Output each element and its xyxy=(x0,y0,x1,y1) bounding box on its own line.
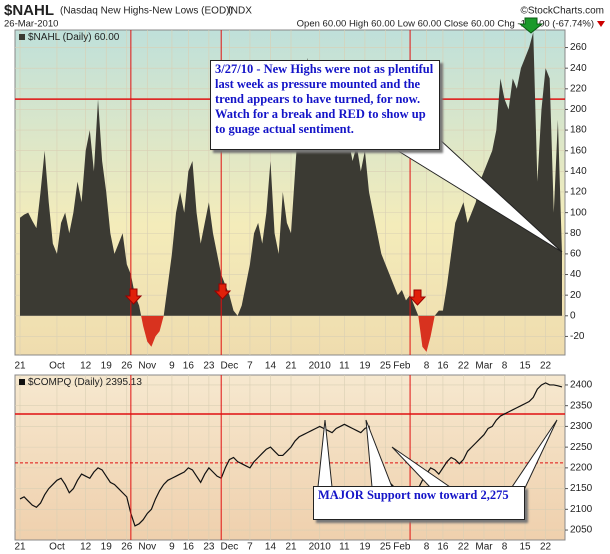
x-tick-label: 16 xyxy=(183,542,195,553)
x-tick-label: Oct xyxy=(49,361,65,372)
legend-label: $NAHL (Daily) 60.00 xyxy=(28,32,120,43)
legend-swatch xyxy=(19,379,25,385)
annotation: MAJOR Support now toward 2,275 xyxy=(313,486,525,520)
signal-arrows xyxy=(124,283,427,306)
y-tick-label: 2150 xyxy=(570,483,593,494)
x-tick-label: 14 xyxy=(265,542,277,553)
x-tick-label: 19 xyxy=(101,542,113,553)
x-tick-label: 11 xyxy=(339,361,350,372)
x-tick-label: 22 xyxy=(458,542,470,553)
x-tick-label: 23 xyxy=(203,361,215,372)
y-tick-label: 140 xyxy=(570,166,587,177)
y-tick-label: 260 xyxy=(570,42,587,53)
y-tick-label: 2400 xyxy=(570,380,593,391)
x-tick-label: Feb xyxy=(393,542,411,553)
x-tick-label: 22 xyxy=(540,542,552,553)
x-tick-label: 16 xyxy=(437,542,449,553)
x-tick-label: 21 xyxy=(14,361,26,372)
y-tick-label: 200 xyxy=(570,104,587,115)
y-tick-label: 100 xyxy=(570,207,587,218)
x-tick-label: Mar xyxy=(475,542,493,553)
quote: Open 60.00 High 60.00 Low 60.00 Close 60… xyxy=(297,19,594,30)
x-tick-label: 15 xyxy=(519,542,531,553)
x-tick-label: Dec xyxy=(221,361,239,372)
area xyxy=(20,32,562,352)
exchange: INDX xyxy=(228,6,252,17)
signal-arrow xyxy=(213,283,232,300)
x-tick-label: 16 xyxy=(437,361,449,372)
y-tick-label: 2350 xyxy=(570,400,593,411)
change-arrow xyxy=(597,21,605,27)
y-tick-label: 0 xyxy=(570,310,576,321)
x-tick-label: 22 xyxy=(458,361,470,372)
y-tick-label: 40 xyxy=(570,269,582,280)
x-tick-label: 7 xyxy=(247,542,253,553)
y-tick-label: 220 xyxy=(570,83,587,94)
y-tick-label: 180 xyxy=(570,125,587,136)
x-tick-label: 25 xyxy=(380,361,392,372)
y-tick-label: 2250 xyxy=(570,442,593,453)
x-tick-label: 19 xyxy=(359,361,371,372)
x-tick-label: 2010 xyxy=(309,361,332,372)
callout-pointers xyxy=(317,419,558,491)
x-tick-label: 19 xyxy=(359,542,371,553)
line xyxy=(19,382,563,527)
x-tick-label: 25 xyxy=(380,542,392,553)
y-tick-label: 2300 xyxy=(570,421,593,432)
y-tick-label: 160 xyxy=(570,145,587,156)
x-tick-label: 16 xyxy=(183,361,195,372)
signal-arrow xyxy=(124,288,143,305)
x-tick-label: 23 xyxy=(203,542,215,553)
x-tick-label: 26 xyxy=(121,361,133,372)
signal-arrow xyxy=(518,17,544,34)
x-tick-label: 19 xyxy=(101,361,113,372)
annotation: 3/27/10 - New Highs were not as plentifu… xyxy=(210,60,440,150)
x-tick-label: 12 xyxy=(80,542,92,553)
x-tick-label: 21 xyxy=(285,542,297,553)
x-tick-label: 26 xyxy=(121,542,133,553)
legend-label: $COMPQ (Daily) 2395.13 xyxy=(28,377,142,388)
symbol: $NAHL xyxy=(4,2,54,19)
x-tick-label: 7 xyxy=(247,361,253,372)
x-tick-label: 8 xyxy=(502,361,508,372)
y-tick-label: -20 xyxy=(570,331,585,342)
x-tick-label: 12 xyxy=(80,361,92,372)
x-tick-label: 15 xyxy=(519,361,531,372)
x-tick-label: 9 xyxy=(169,542,175,553)
x-tick-label: 21 xyxy=(285,361,297,372)
x-tick-label: 2010 xyxy=(309,542,332,553)
description: (Nasdaq New Highs-New Lows (EOD)) xyxy=(60,6,233,17)
x-tick-label: 8 xyxy=(502,542,508,553)
x-tick-label: Feb xyxy=(393,361,411,372)
y-tick-label: 60 xyxy=(570,249,582,260)
x-tick-label: Oct xyxy=(49,542,65,553)
x-tick-label: 21 xyxy=(14,542,26,553)
legend-swatch xyxy=(19,34,25,40)
date: 26-Mar-2010 xyxy=(4,19,58,30)
source: ©StockCharts.com xyxy=(520,6,604,17)
x-tick-label: 22 xyxy=(540,361,552,372)
y-tick-label: 240 xyxy=(570,63,587,74)
y-tick-label: 80 xyxy=(570,228,582,239)
x-tick-label: 8 xyxy=(424,361,430,372)
x-tick-label: Nov xyxy=(138,361,156,372)
x-tick-label: Mar xyxy=(475,361,493,372)
y-tick-label: 120 xyxy=(570,187,587,198)
signal-arrow xyxy=(408,289,427,306)
y-tick-label: 2050 xyxy=(570,525,593,536)
x-tick-label: 11 xyxy=(339,542,350,553)
x-tick-label: Nov xyxy=(138,542,156,553)
x-tick-label: 8 xyxy=(424,542,430,553)
y-tick-label: 20 xyxy=(570,290,582,301)
y-tick-label: 2100 xyxy=(570,504,593,515)
x-tick-label: Dec xyxy=(221,542,239,553)
x-tick-label: 9 xyxy=(169,361,175,372)
x-tick-label: 14 xyxy=(265,361,277,372)
y-tick-label: 2200 xyxy=(570,463,593,474)
